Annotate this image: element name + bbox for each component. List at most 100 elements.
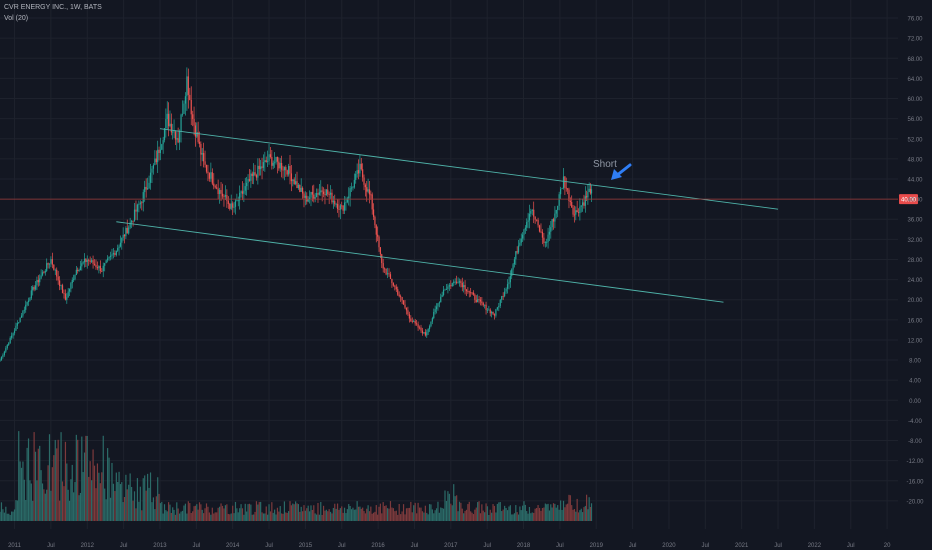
candle-body	[588, 188, 590, 193]
volume-bar	[118, 471, 120, 521]
candle-body	[377, 234, 379, 237]
candle-body	[472, 292, 475, 295]
volume-bar	[418, 507, 421, 521]
candle-body	[176, 138, 178, 140]
volume-bar	[502, 509, 504, 521]
volume-bar	[370, 506, 372, 521]
candle-body	[93, 263, 96, 265]
volume-bar	[345, 513, 347, 521]
candle-body	[258, 165, 260, 170]
volume-bar	[39, 445, 41, 521]
volume-bar	[317, 502, 319, 521]
candle-body	[233, 206, 235, 208]
candle-body	[444, 289, 446, 291]
volume-bar	[82, 472, 84, 521]
candle-body	[400, 296, 402, 298]
trendline[interactable]	[116, 221, 724, 303]
volume-bar	[377, 514, 379, 521]
time-tick-label: 2018	[517, 543, 531, 549]
trendline[interactable]	[159, 128, 779, 210]
price-tick-label: 60.00	[907, 97, 923, 103]
candle-body	[320, 190, 322, 193]
candle-body	[499, 299, 501, 306]
volume-bar	[271, 502, 273, 521]
candle-body	[109, 255, 112, 257]
candle-body	[513, 259, 516, 265]
volume-bar	[223, 508, 225, 521]
volume-bar	[73, 492, 75, 521]
volume-bar	[208, 512, 211, 521]
volume-bar	[159, 503, 162, 521]
volume-bar	[543, 507, 545, 521]
volume-bar	[233, 513, 235, 521]
price-axis[interactable]: 76.00 72.00 68.00 64.00 60.00 56.00 52.00 48.00…	[906, 17, 924, 506]
candle-body	[61, 285, 64, 294]
volume-bar	[210, 514, 212, 521]
candle-body	[57, 276, 59, 281]
candle-body	[587, 192, 589, 198]
candle-body	[73, 279, 75, 281]
volume-bar	[537, 505, 539, 521]
volume-bar	[530, 513, 532, 521]
candle-body	[118, 246, 120, 248]
volume-bar	[484, 512, 486, 521]
volume-bar	[79, 492, 82, 521]
volume-bar	[201, 509, 203, 521]
volume-bar	[98, 472, 100, 521]
volume-bar	[433, 513, 435, 521]
candle-body	[555, 209, 557, 214]
volume-bar	[350, 509, 353, 521]
volume-bar	[115, 472, 117, 521]
candle-body	[426, 332, 428, 336]
volume-bar	[499, 502, 501, 521]
candle-body	[533, 209, 535, 217]
candle-body	[589, 188, 592, 194]
candle-body	[448, 285, 450, 287]
volume-bar	[194, 505, 197, 521]
volume-bar	[508, 506, 510, 521]
volume-bar	[268, 504, 270, 521]
candle-body	[18, 322, 20, 324]
candle-body	[465, 289, 468, 292]
candle-body	[0, 356, 3, 361]
candle-body	[240, 191, 242, 193]
candle-body	[363, 177, 365, 185]
volume-bar	[278, 511, 280, 521]
candle-body	[200, 143, 202, 155]
volume-bar	[524, 504, 526, 521]
volume-bar	[352, 507, 354, 521]
candle-body	[98, 265, 100, 269]
candle-body	[434, 309, 436, 312]
trendlines[interactable]	[116, 128, 779, 303]
time-axis[interactable]: 2011 Jul 2012 Jul 2013 Jul 2014 Jul 2015 Jul 2016 J…	[8, 543, 891, 549]
candle-body	[418, 327, 421, 329]
volume-bar	[43, 489, 45, 521]
candle-body	[451, 283, 453, 287]
candle-body	[379, 247, 381, 255]
volume-bar	[138, 501, 140, 521]
volume-bar	[461, 508, 463, 521]
volume-bar	[44, 493, 46, 521]
candle-body	[554, 213, 556, 222]
candle-body	[115, 250, 117, 255]
candle-body	[60, 285, 62, 287]
candle-body	[70, 283, 72, 289]
candle-body	[139, 202, 141, 205]
candle-body	[190, 99, 192, 115]
volume-bar	[112, 483, 115, 521]
candle-body	[427, 328, 429, 333]
volume-bar	[355, 509, 357, 521]
candle-body	[348, 196, 350, 199]
volume-bar	[575, 511, 577, 521]
time-tick-label: Jul	[483, 543, 491, 549]
volume-bar	[362, 507, 364, 521]
candle-body	[522, 234, 524, 239]
candle-body	[250, 173, 252, 181]
volume-bar	[561, 509, 563, 521]
candle-body	[349, 188, 351, 197]
volume-bar	[554, 503, 556, 521]
candle-body	[495, 309, 497, 316]
volume-bar	[105, 499, 107, 521]
short-annotation[interactable]: Short	[593, 159, 632, 180]
